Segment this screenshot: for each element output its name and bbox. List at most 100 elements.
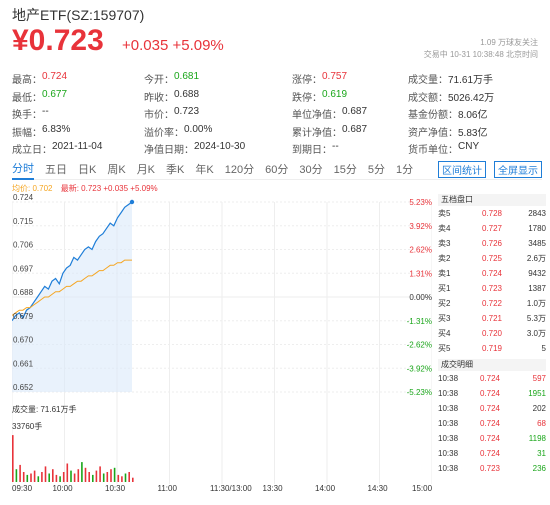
y-tick-label-pct: -1.31% [407, 317, 432, 326]
order-book-row: 卖4 0.727 1780 [438, 221, 546, 236]
volume-bar [56, 475, 58, 482]
volume-bar [12, 435, 14, 482]
trade-row: 10:38 0.724 68 [438, 416, 546, 431]
tab-period[interactable]: 五日 [45, 161, 67, 179]
stat-item: 净值日期： 2024-10-30 [144, 141, 292, 156]
volume-bar [110, 469, 112, 482]
y-tick-label: 0.652 [13, 383, 34, 392]
order-price: 0.720 [460, 326, 502, 341]
tab-period[interactable]: 分时 [12, 160, 34, 180]
order-price: 0.724 [460, 266, 502, 281]
stat-value: 0.724 [42, 71, 67, 86]
stat-item: 基金份额： 8.06亿 [408, 106, 542, 121]
volume-bar [41, 472, 43, 482]
y-tick-label: 0.670 [13, 336, 34, 345]
volume-bar [78, 469, 80, 482]
stat-key: 最高： [12, 71, 42, 86]
trade-price: 0.724 [462, 431, 500, 446]
volume-bar [128, 472, 130, 482]
x-tick-label: 14:00 [315, 484, 335, 493]
order-side: 卖4 [438, 221, 460, 236]
trade-price: 0.724 [462, 386, 500, 401]
stat-key: 单位净值： [292, 106, 342, 121]
stat-item: 跌停： 0.619 [292, 89, 408, 104]
stat-item: 累计净值： 0.687 [292, 124, 408, 139]
y-tick-label-pct: 1.31% [409, 269, 432, 278]
x-tick-label: 10:00 [53, 484, 73, 493]
tab-period[interactable]: 120分 [225, 161, 254, 179]
order-side: 卖1 [438, 266, 460, 281]
stat-value: 0.00% [184, 124, 212, 139]
stats-row: 成立日： 2021-11-04 净值日期： 2024-10-30 到期日： -- 货币单位：… [12, 140, 542, 158]
tab-action-button[interactable]: 全屏显示 [494, 161, 542, 178]
order-book-row: 卖2 0.725 2.6万 [438, 251, 546, 266]
stats-row: 最低： 0.677 昨收： 0.688 跌停： 0.619 成交额： 5026.42万 [12, 88, 542, 106]
trade-row: 10:38 0.724 31 [438, 446, 546, 461]
volume-bar [99, 466, 101, 482]
stat-item: 溢价率： 0.00% [144, 124, 292, 139]
trade-qty: 236 [500, 461, 546, 476]
order-book-panel: 五档盘口 卖5 0.728 2843 卖4 0.727 1780 卖3 0.726 3485 卖2… [438, 194, 546, 476]
tab-period[interactable]: 30分 [299, 161, 322, 179]
tab-period[interactable]: 15分 [334, 161, 357, 179]
stat-value: 0.688 [174, 89, 199, 104]
trade-row: 10:38 0.724 1951 [438, 386, 546, 401]
trade-time: 10:38 [438, 386, 462, 401]
stats-row: 振幅： 6.83% 溢价率： 0.00% 累计净值： 0.687 资产净值： 5.83亿 [12, 123, 542, 141]
y-tick-label: 0.679 [13, 312, 34, 321]
volume-label: 成交量: 71.61万手 [12, 404, 76, 415]
stats-grid: 最高： 0.724 今开： 0.681 涨停： 0.757 成交量： 71.61万手 最低： 0.… [12, 70, 542, 158]
volume-bar [92, 475, 94, 482]
stat-value: 6.83% [42, 124, 70, 139]
order-qty: 3.0万 [502, 326, 546, 341]
x-tick-label: 11:30/13:00 [210, 484, 252, 493]
volume-bar [125, 474, 127, 483]
order-book-row: 买1 0.723 1387 [438, 281, 546, 296]
order-price: 0.719 [460, 341, 502, 356]
trade-time: 10:38 [438, 461, 462, 476]
order-qty: 5 [502, 341, 546, 356]
order-side: 卖5 [438, 206, 460, 221]
stat-value: 2021-11-04 [52, 141, 102, 156]
stats-row: 最高： 0.724 今开： 0.681 涨停： 0.757 成交量： 71.61万手 [12, 70, 542, 88]
volume-bar [132, 478, 134, 482]
tab-period[interactable]: 周K [107, 161, 125, 179]
trade-qty: 202 [500, 401, 546, 416]
stat-key: 成交额： [408, 89, 448, 104]
tab-period[interactable]: 月K [137, 161, 155, 179]
stat-value: 0.687 [342, 124, 367, 139]
tab-period[interactable]: 1分 [396, 161, 413, 179]
stat-value: 5.83亿 [458, 124, 487, 139]
order-qty: 2.6万 [502, 251, 546, 266]
tab-action-button[interactable]: 区间统计 [438, 161, 486, 178]
stat-item: 单位净值： 0.687 [292, 106, 408, 121]
tab-period[interactable]: 5分 [368, 161, 385, 179]
order-qty: 9432 [502, 266, 546, 281]
tab-period[interactable]: 季K [166, 161, 184, 179]
tab-period[interactable]: 60分 [265, 161, 288, 179]
current-price-dot [130, 200, 134, 204]
stat-key: 成立日： [12, 141, 52, 156]
volume-bar [19, 465, 21, 482]
stat-key: 净值日期： [144, 141, 194, 156]
y-tick-label-pct: -3.92% [407, 364, 432, 373]
order-qty: 2843 [502, 206, 546, 221]
tab-period[interactable]: 年K [195, 161, 213, 179]
chart-legend: 均价: 0.702 最新: 0.723 +0.035 +5.09% [12, 183, 158, 194]
x-tick-label: 14:30 [368, 484, 388, 493]
order-book-row: 买4 0.720 3.0万 [438, 326, 546, 341]
order-book-row: 买3 0.721 5.3万 [438, 311, 546, 326]
order-side: 卖2 [438, 251, 460, 266]
price-change: +0.035 +5.09% [122, 37, 224, 54]
trade-row: 10:38 0.723 236 [438, 461, 546, 476]
volume-bar [63, 472, 65, 482]
tab-period[interactable]: 日K [78, 161, 96, 179]
order-price: 0.727 [460, 221, 502, 236]
trade-time: 10:38 [438, 446, 462, 461]
volume-bar [85, 468, 87, 482]
trade-row: 10:38 0.724 597 [438, 371, 546, 386]
volume-bar [48, 474, 50, 483]
order-side: 买1 [438, 281, 460, 296]
volume-bar [52, 469, 54, 482]
current-price: ¥0.723 [12, 24, 104, 58]
